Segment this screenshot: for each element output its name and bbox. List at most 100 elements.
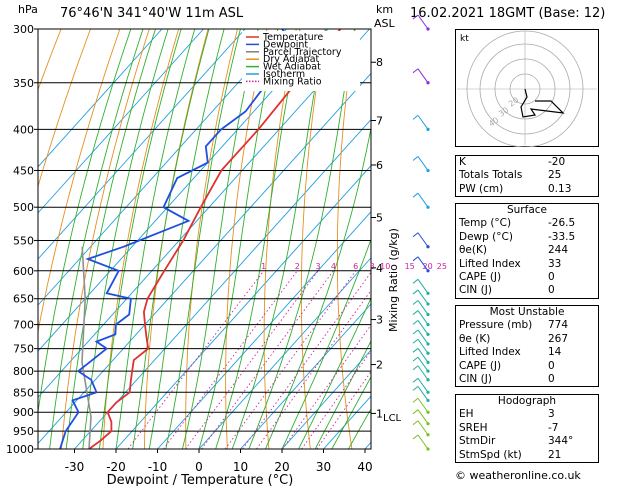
mixing-ratio-line (301, 350, 371, 449)
hodograph-kt-label: kt (460, 34, 469, 44)
hodograph-value: 3 (548, 408, 555, 421)
wind-barb-dot (426, 245, 430, 249)
km-label: km (376, 3, 394, 16)
most-unstable-row: CIN (J) 0 (456, 373, 598, 386)
dewpoint-profile-line (59, 29, 297, 449)
pressure-tick-label: 750 (13, 343, 34, 356)
wind-barb-feather (412, 289, 419, 295)
index-value: 25 (548, 169, 562, 182)
surface-value: -26.5 (548, 217, 576, 230)
wind-barb-dot (426, 27, 430, 31)
indices-box: K -20 Totals Totals 25 PW (cm) 0.13 (455, 155, 599, 198)
wind-barb-feather (412, 310, 419, 315)
wind-barb (417, 256, 429, 272)
wind-barb-dot (426, 312, 430, 317)
surface-row: Lifted Index 33 (456, 258, 598, 271)
km-tick-label: LCL (383, 413, 402, 424)
wind-barb (417, 386, 429, 401)
wind-barb-feather (412, 114, 419, 120)
wind-barb-dot (426, 81, 430, 85)
dry-adiabat-line (263, 29, 297, 449)
km-tick-label: 6 (376, 159, 383, 172)
pressure-tick-label: 800 (13, 365, 34, 378)
pressure-tick-label: 850 (13, 386, 34, 399)
mixing-ratio-label: 10 (380, 262, 390, 271)
wind-barb-dot (426, 332, 430, 337)
wind-barb (417, 14, 429, 30)
wind-barb (417, 356, 429, 372)
wind-barb (417, 289, 429, 305)
legend-label: Isotherm (263, 69, 305, 80)
surface-value: 0 (548, 271, 555, 284)
pressure-tick-label: 400 (13, 123, 34, 136)
wind-barb-feather (412, 256, 419, 262)
surface-value: 0 (548, 284, 555, 297)
km-tick-label: 8 (376, 56, 383, 69)
wet-adiabat-line (198, 29, 279, 449)
wind-barb (417, 279, 429, 294)
wind-barb-feather (412, 329, 419, 335)
index-label: K (459, 156, 466, 168)
pressure-tick-label: 950 (13, 425, 34, 438)
most-unstable-row: Pressure (mb) 774 (456, 319, 598, 332)
km-tick-label: 4 (376, 262, 383, 275)
surface-row: θe(K) 244 (456, 244, 598, 257)
dry-adiabat-line (620, 29, 629, 449)
hpa-label: hPa (18, 3, 38, 16)
pressure-tick-label: 900 (13, 406, 34, 419)
hodograph-value: 344° (548, 435, 574, 448)
surface-row: Temp (°C) -26.5 (456, 217, 598, 230)
plot-frame (37, 28, 372, 450)
mixing-ratio-label: 4 (331, 262, 336, 271)
hodograph-label: SREH (459, 421, 488, 434)
wind-barb (417, 156, 429, 171)
temperature-tick-label: -10 (148, 460, 168, 474)
wind-barb-feather (412, 232, 419, 238)
index-row: Totals Totals 25 (456, 169, 598, 182)
wind-barb-dot (426, 422, 430, 426)
wind-barb-feather (412, 409, 419, 415)
mixing-ratio-line (316, 370, 371, 449)
wind-barb-feather (412, 156, 419, 161)
temperature-tick-label: 10 (233, 460, 248, 474)
isotherm-line (115, 164, 371, 449)
wind-barb-feather (412, 338, 419, 344)
mixing-ratio-line (185, 270, 319, 449)
isotherm-line (74, 118, 371, 449)
location-title: 76°46'N 341°40'W 11m ASL (60, 6, 244, 21)
dry-adiabat-line (0, 29, 2, 449)
wet-adiabat-line (314, 339, 371, 449)
most-unstable-value: 0 (548, 373, 555, 386)
hodograph-table-box: Hodograph EH 3 SREH -7 StmDir 344° StmSpd (kt)… (455, 394, 599, 464)
wind-barb-feather (412, 377, 419, 383)
temperature-tick-label: 0 (195, 460, 203, 474)
most-unstable-label: Pressure (mb) (459, 319, 533, 332)
surface-label: CAPE (J) (459, 271, 502, 284)
km-tick-label: 5 (376, 212, 383, 225)
temperature-tick-label: 40 (357, 460, 372, 474)
most-unstable-row: θe (K) 267 (456, 333, 598, 346)
pressure-tick-label: 600 (13, 265, 34, 278)
hodograph-value: -7 (548, 421, 559, 434)
wind-barb-feather (412, 347, 419, 353)
wind-barb-dot (426, 390, 430, 394)
wind-barb-dot (426, 410, 430, 414)
wind-barb-dot (426, 360, 430, 364)
most-unstable-label: CIN (J) (459, 373, 492, 386)
wind-barb-dot (426, 269, 430, 273)
wind-barb-dot (426, 378, 430, 382)
wind-barb-dot (426, 322, 430, 327)
km-tick-label: 1 (376, 407, 383, 420)
pressure-tick-label: 650 (13, 293, 34, 306)
wind-barb-feather (412, 420, 419, 426)
wind-barb (417, 300, 429, 315)
most-unstable-row: Lifted Index 14 (456, 346, 598, 359)
mixing-ratio-line (256, 289, 371, 449)
isotherm-line (38, 29, 287, 306)
surface-value: 244 (548, 244, 569, 257)
wind-barb-feather (412, 192, 419, 198)
wind-barb (417, 68, 429, 84)
wind-barb-feather (412, 68, 419, 74)
